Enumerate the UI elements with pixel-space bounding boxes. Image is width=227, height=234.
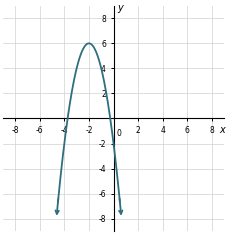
- Text: x: x: [218, 125, 224, 135]
- Text: 0: 0: [116, 128, 121, 138]
- Text: y: y: [116, 3, 122, 13]
